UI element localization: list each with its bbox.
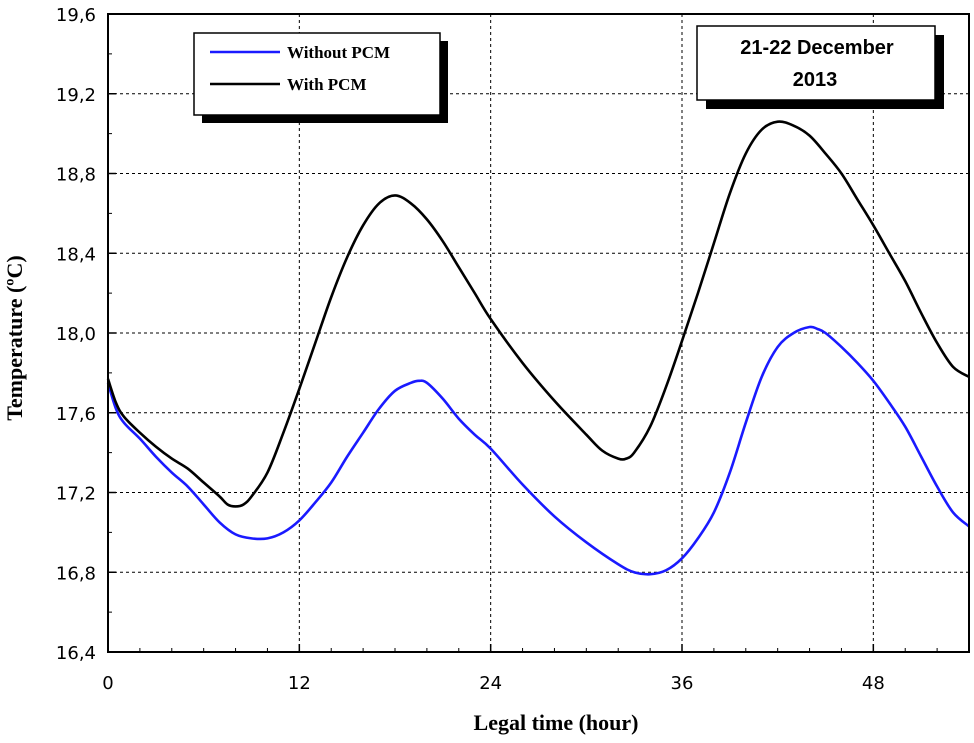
x-tick-label: 48 (862, 673, 885, 694)
annotation-box (696, 25, 936, 101)
legend-label-with-pcm: With PCM (287, 75, 367, 94)
legend-box (193, 32, 441, 116)
legend-label-without-pcm: Without PCM (287, 43, 390, 62)
x-tick-label: 0 (102, 673, 113, 694)
x-axis-title: Legal time (hour) (474, 710, 639, 735)
series-line-with-pcm (106, 120, 970, 508)
y-tick-label: 18,0 (56, 324, 96, 345)
tick-labels: 0 12 24 36 48 16,4 16,8 17,2 17,6 18,0 18,4 18,8 19,… (56, 5, 885, 694)
y-tick-label: 18,8 (56, 165, 96, 186)
y-tick-label: 17,2 (56, 484, 96, 505)
y-tick-label: 19,6 (56, 5, 96, 26)
x-tick-label: 12 (288, 673, 311, 694)
x-tick-label: 36 (671, 673, 694, 694)
x-tick-label: 24 (479, 673, 502, 694)
annotation-year-line: 2013 (793, 69, 838, 91)
grid-lines (108, 14, 969, 652)
annotation-date-line: 21-22 December (740, 37, 894, 59)
legend: Without PCM With PCM (193, 32, 448, 123)
y-tick-label: 16,4 (56, 643, 96, 664)
date-annotation: 21-22 December 2013 (696, 25, 944, 109)
y-tick-label: 18,4 (56, 244, 96, 265)
y-tick-label: 17,6 (56, 404, 96, 425)
y-tick-label: 19,2 (56, 85, 96, 106)
series-line-without-pcm (106, 325, 970, 576)
axis-ticks (107, 13, 938, 653)
y-axis-title: Temperature (ºC) (2, 255, 27, 421)
series-lines (106, 120, 970, 576)
y-tick-label: 16,8 (56, 563, 96, 584)
